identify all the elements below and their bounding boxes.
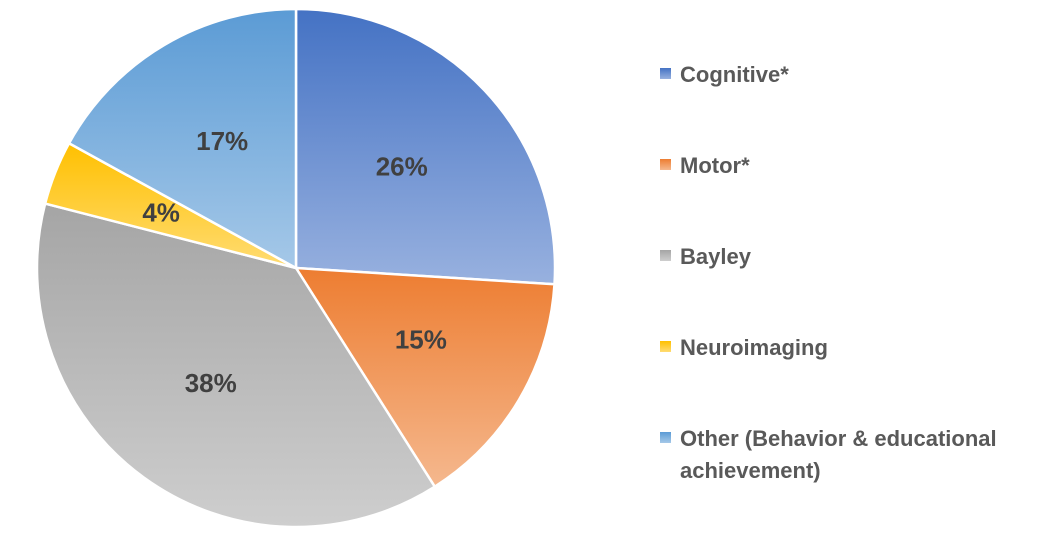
legend-item: Motor* — [660, 150, 1000, 182]
legend-swatch — [660, 68, 671, 79]
legend-label: Other (Behavior & educational achievemen… — [680, 426, 997, 483]
legend-label: Neuroimaging — [680, 335, 828, 360]
value-label: 4% — [142, 197, 180, 227]
pie-slice — [35, 202, 437, 529]
legend-swatch — [660, 432, 671, 443]
legend-item: Cognitive* — [660, 59, 1000, 91]
legend-label: Motor* — [680, 153, 750, 178]
legend-label: Cognitive* — [680, 62, 789, 87]
value-label: 15% — [395, 325, 447, 355]
legend-item: Other (Behavior & educational achievemen… — [660, 423, 1000, 487]
legend-item: Neuroimaging — [660, 332, 1000, 364]
legend-label: Bayley — [680, 244, 751, 269]
pie-slice — [67, 7, 298, 271]
legend-swatch — [660, 250, 671, 261]
legend-swatch — [660, 341, 671, 352]
pie-slice — [294, 7, 557, 286]
value-label: 38% — [185, 368, 237, 398]
value-label: 26% — [376, 152, 428, 182]
chart: 26% 15% 38% 4% 17% — [35, 7, 557, 529]
value-label: 17% — [196, 126, 248, 156]
pie-slice — [293, 266, 556, 489]
legend-item: Bayley — [660, 241, 1000, 273]
legend-swatch — [660, 159, 671, 170]
